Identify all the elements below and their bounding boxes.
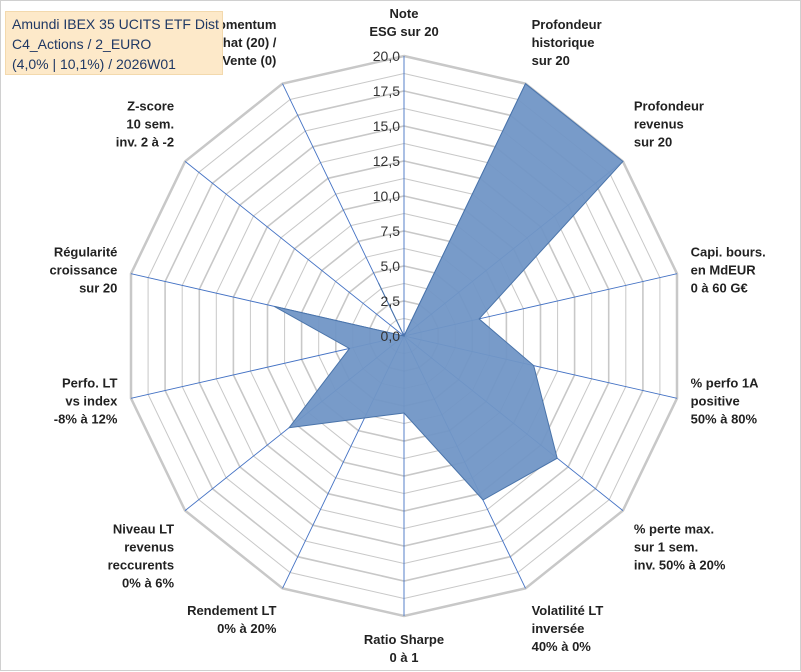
axis-label: Rendement LT 0% à 20% (187, 603, 277, 636)
chart-title-box: Amundi IBEX 35 UCITS ETF Dist C4_Actions… (5, 11, 223, 75)
series-area (274, 82, 624, 501)
axis-label: Profondeur revenus sur 20 (634, 99, 704, 150)
axis-label: Volatilité LT inversée 40% à 0% (532, 603, 604, 654)
fund-category: C4_Actions / 2_EURO (12, 36, 152, 52)
axis-label: % perte max. sur 1 sem. inv. 50% à 20% (634, 521, 726, 572)
fund-name: Amundi IBEX 35 UCITS ETF Dist (12, 16, 219, 32)
axis-label: Ratio Sharpe 0 à 1 (364, 632, 444, 665)
axis-label: Profondeur historique sur 20 (532, 17, 602, 68)
radial-tick-label: 2,5 (381, 293, 401, 309)
axis-label: Momentum Achat (20) / Vente (0) (206, 17, 276, 68)
axis-label: Note ESG sur 20 (369, 6, 438, 39)
radial-tick-label: 12,5 (373, 153, 400, 169)
axis-spoke (184, 161, 405, 337)
fund-stats-week: (4,0% | 10,1%) / 2026W01 (12, 56, 176, 72)
axis-label: Capi. bours. en MdEUR 0 à 60 G€ (691, 245, 766, 296)
radial-tick-label: 17,5 (373, 83, 400, 99)
radial-tick-label: 15,0 (373, 118, 400, 134)
axis-label: Z-score 10 sem. inv. 2 à -2 (116, 99, 174, 150)
radial-tick-label: 7,5 (381, 223, 401, 239)
axis-label: Niveau LT revenus reccurents 0% à 6% (108, 521, 175, 590)
radial-tick-label: 0,0 (381, 328, 401, 344)
axis-label: % perfo 1A positive 50% à 80% (691, 375, 760, 426)
axis-label: Régularité croissance sur 20 (49, 245, 117, 296)
radial-tick-label: 10,0 (373, 188, 400, 204)
axis-label: Perfo. LT vs index -8% à 12% (54, 375, 118, 426)
radial-tick-label: 20,0 (373, 48, 400, 64)
radial-tick-labels: 0,0 2,5 5,0 7,5 10,0 12,5 15,0 17,5 20,0 (373, 48, 400, 344)
radial-tick-label: 5,0 (381, 258, 401, 274)
radar-series-area (274, 82, 624, 501)
axis-labels: Note ESG sur 20 Profondeur historique sur 20… (49, 6, 765, 665)
